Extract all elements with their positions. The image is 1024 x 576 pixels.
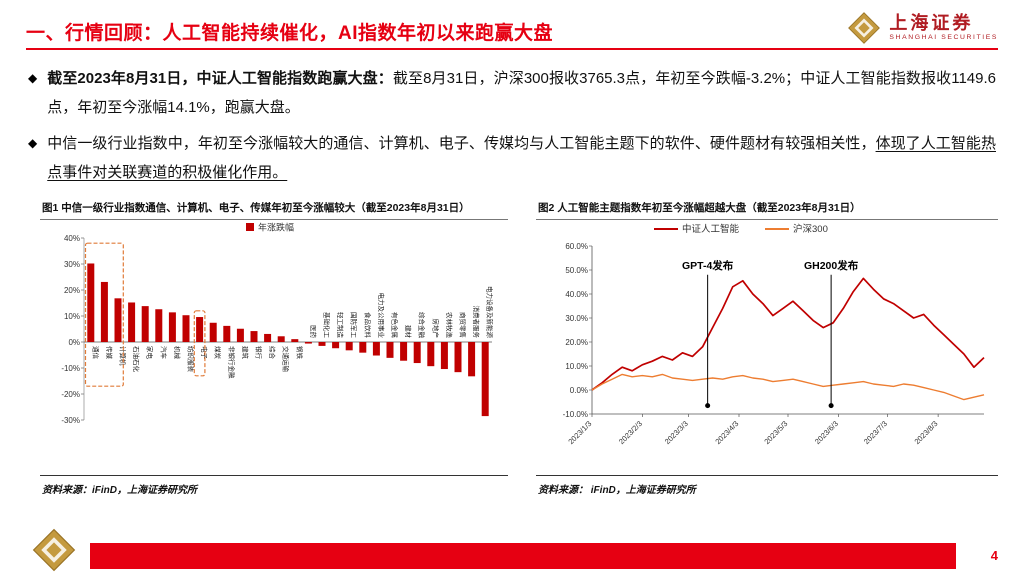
figure2-title: 图2 人工智能主题指数年初至今涨幅超越大盘（截至2023年8月31日） (536, 197, 998, 220)
svg-text:GH200发布: GH200发布 (804, 259, 859, 272)
figure1-panel: 图1 中信一级行业指数通信、计算机、电子、传媒年初至今涨幅较大（截至2023年8… (40, 197, 508, 496)
footer-emblem-icon (30, 526, 78, 574)
svg-text:沪深300: 沪深300 (793, 223, 828, 235)
bullet1-paragraph: 截至2023年8月31日，中证人工智能指数跑赢大盘：截至8月31日，沪深300报… (47, 64, 996, 123)
svg-text:2023/5/3: 2023/5/3 (762, 419, 789, 446)
svg-text:国防军工: 国防军工 (350, 312, 359, 339)
brand-logo: 上海证券 SHANGHAI SECURITIES (846, 8, 998, 46)
svg-text:-10.0%: -10.0% (563, 410, 588, 419)
svg-text:轻工制造: 轻工制造 (336, 312, 345, 339)
brand-name: 上海证券 (889, 13, 974, 34)
bullet-list: ◆ 截至2023年8月31日，中证人工智能指数跑赢大盘：截至8月31日，沪深30… (0, 50, 1024, 187)
svg-text:综合: 综合 (268, 346, 277, 360)
svg-text:房地产: 房地产 (431, 319, 440, 339)
svg-text:2023/3/3: 2023/3/3 (663, 419, 690, 446)
svg-text:2023/6/3: 2023/6/3 (813, 419, 840, 446)
svg-text:0.0%: 0.0% (570, 386, 588, 395)
svg-text:-10%: -10% (61, 364, 80, 373)
bullet1-text: 截至8月31日，沪深300报收3765.3点，年初至今跌幅-3.2%；中证人工智… (47, 70, 997, 117)
svg-text:通信: 通信 (91, 346, 100, 360)
bullet-item-2: ◆ 中信一级行业指数中，年初至今涨幅较大的通信、计算机、电子、传媒均与人工智能主… (28, 129, 996, 188)
svg-text:20%: 20% (64, 286, 80, 295)
bullet-item-1: ◆ 截至2023年8月31日，中证人工智能指数跑赢大盘：截至8月31日，沪深30… (28, 64, 996, 123)
svg-text:40%: 40% (64, 234, 80, 243)
bullet2-paragraph: 中信一级行业指数中，年初至今涨幅较大的通信、计算机、电子、传媒均与人工智能主题下… (47, 129, 996, 188)
bullet2-underlined-text: 体现了人工智能热点事件对关联赛道的积极催化作用。 (47, 134, 996, 181)
svg-text:60.0%: 60.0% (565, 242, 588, 251)
svg-text:电力设备及新能源: 电力设备及新能源 (486, 286, 495, 339)
svg-text:GPT-4发布: GPT-4发布 (682, 259, 734, 272)
svg-text:年涨跌幅: 年涨跌幅 (258, 222, 294, 233)
page-title: 一、行情回顾：人工智能持续催化，AI指数年初以来跑赢大盘 (26, 23, 554, 44)
svg-text:消费者服务: 消费者服务 (472, 306, 481, 339)
footer-red-bar (90, 543, 956, 569)
svg-text:-20%: -20% (61, 390, 80, 399)
svg-text:10%: 10% (64, 312, 80, 321)
page-number: 4 (990, 548, 998, 563)
svg-text:石油石化: 石油石化 (132, 346, 141, 373)
svg-text:建筑: 建筑 (241, 346, 250, 360)
svg-text:家电: 家电 (146, 346, 155, 360)
svg-text:40.0%: 40.0% (565, 290, 588, 299)
figure2-panel: 图2 人工智能主题指数年初至今涨幅超越大盘（截至2023年8月31日） 中证人工… (536, 197, 998, 496)
svg-text:综合金融: 综合金融 (418, 312, 427, 339)
svg-text:食品饮料: 食品饮料 (363, 312, 372, 339)
svg-text:纺织服装: 纺织服装 (187, 346, 196, 373)
bullet2-text: 中信一级行业指数中，年初至今涨幅较大的通信、计算机、电子、传媒均与人工智能主题下… (47, 134, 876, 152)
svg-text:2023/1/3: 2023/1/3 (566, 419, 593, 446)
svg-text:非银行金融: 非银行金融 (227, 346, 236, 379)
svg-text:0%: 0% (68, 338, 80, 347)
svg-text:30.0%: 30.0% (565, 314, 588, 323)
header: 一、行情回顾：人工智能持续催化，AI指数年初以来跑赢大盘 上海证券 SHANGH… (26, 0, 998, 50)
svg-text:2023/8/3: 2023/8/3 (913, 419, 940, 446)
svg-text:医药: 医药 (309, 325, 318, 339)
svg-text:煤炭: 煤炭 (214, 346, 223, 360)
figures-row: 图1 中信一级行业指数通信、计算机、电子、传媒年初至今涨幅较大（截至2023年8… (0, 193, 1024, 496)
svg-text:建材: 建材 (404, 325, 413, 339)
bullet-marker-icon: ◆ (28, 135, 38, 150)
figure1-source: 资料来源：iFinD，上海证券研究所 (40, 475, 508, 496)
svg-text:20.0%: 20.0% (565, 338, 588, 347)
svg-text:电力及公用事业: 电力及公用事业 (377, 293, 386, 339)
bullet1-lead: 截至2023年8月31日，中证人工智能指数跑赢大盘： (47, 70, 393, 87)
svg-text:农林牧渔: 农林牧渔 (445, 312, 454, 339)
svg-text:汽车: 汽车 (159, 346, 168, 360)
bullet-marker-icon: ◆ (28, 71, 38, 85)
svg-text:2023/4/3: 2023/4/3 (713, 419, 740, 446)
svg-text:钢铁: 钢铁 (295, 346, 304, 360)
brand-subtitle: SHANGHAI SECURITIES (889, 34, 998, 42)
figure1-title: 图1 中信一级行业指数通信、计算机、电子、传媒年初至今涨幅较大（截至2023年8… (40, 197, 508, 220)
svg-text:中证人工智能: 中证人工智能 (682, 223, 740, 235)
svg-text:50.0%: 50.0% (565, 266, 588, 275)
svg-text:2023/7/3: 2023/7/3 (862, 419, 889, 446)
svg-text:基础化工: 基础化工 (323, 312, 332, 339)
svg-text:10.0%: 10.0% (565, 362, 588, 371)
svg-text:传媒: 传媒 (105, 346, 114, 360)
svg-text:30%: 30% (64, 260, 80, 269)
svg-text:交通运输: 交通运输 (282, 346, 291, 373)
figure2-source: 资料来源： iFinD，上海证券研究所 (536, 475, 998, 496)
svg-text:有色金属: 有色金属 (391, 312, 400, 338)
svg-text:机械: 机械 (173, 346, 182, 360)
svg-text:商贸零售: 商贸零售 (459, 312, 468, 338)
figure2-line-chart: 中证人工智能 沪深300 60.0% 50.0% 40.0% 30.0% 20.0% 10.0… (563, 223, 985, 446)
svg-text:-30%: -30% (61, 416, 80, 425)
brand-emblem-icon (846, 10, 882, 46)
svg-text:2023/2/3: 2023/2/3 (617, 419, 644, 446)
svg-text:银行: 银行 (255, 346, 264, 360)
